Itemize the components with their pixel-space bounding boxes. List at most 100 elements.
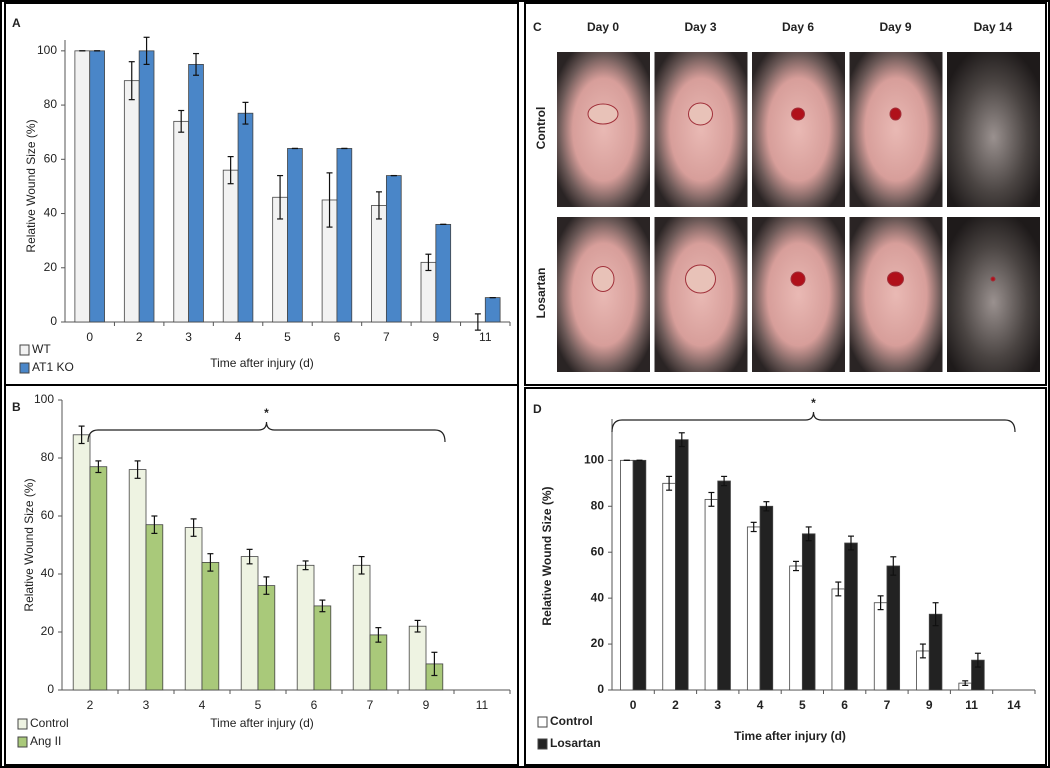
error-bar — [962, 680, 969, 687]
mouse-photo — [947, 217, 1040, 372]
error-bar — [890, 556, 897, 576]
error-bar — [708, 491, 715, 507]
error-bar — [375, 191, 382, 220]
x-tick-label: 2 — [136, 330, 143, 344]
wound — [591, 266, 615, 292]
legend-label: WT — [32, 342, 51, 356]
error-bar — [847, 535, 854, 551]
column-label: Day 0 — [587, 20, 619, 34]
error-bar — [319, 599, 326, 613]
y-tick-label: 40 — [44, 206, 58, 220]
bar — [801, 533, 816, 691]
x-axis-title: Time after injury (d) — [210, 356, 314, 370]
error-bar — [932, 602, 939, 627]
bar — [296, 564, 315, 691]
bar — [89, 466, 108, 691]
bar — [408, 625, 427, 691]
error-bar — [95, 460, 102, 474]
bar — [620, 459, 634, 691]
y-tick-label: 20 — [44, 260, 58, 274]
bar — [123, 80, 140, 323]
bar — [886, 565, 901, 691]
mouse-photo — [557, 52, 650, 207]
x-tick-label: 6 — [334, 330, 341, 344]
x-tick-label: 4 — [757, 698, 764, 712]
x-tick-label: 9 — [423, 698, 430, 712]
bar — [844, 542, 858, 691]
error-bar — [835, 581, 842, 597]
x-tick-label: 3 — [714, 698, 721, 712]
error-bar — [763, 501, 770, 512]
bar — [632, 459, 647, 691]
chart-panel: A 0 20 40 60 80 100 0 2 3 4 5 6 7 9 11 Time after injury… — [4, 2, 519, 386]
bar — [173, 120, 190, 323]
bar — [257, 585, 276, 691]
column-label: Day 6 — [782, 20, 814, 34]
error-bar — [877, 595, 884, 611]
error-bar — [805, 526, 812, 542]
error-bar — [425, 253, 432, 272]
bar — [74, 50, 91, 323]
bar — [352, 564, 371, 691]
error-bar — [431, 651, 438, 677]
error-bar — [974, 652, 981, 668]
legend-swatch — [17, 736, 28, 748]
bar — [385, 175, 402, 323]
bar — [184, 527, 203, 691]
x-tick-label: 7 — [367, 698, 374, 712]
bar — [369, 634, 388, 691]
bar — [662, 482, 676, 691]
y-tick-label: 80 — [591, 498, 605, 512]
x-tick-label: 14 — [1007, 698, 1021, 712]
mouse-photo — [557, 217, 650, 372]
error-bar — [263, 576, 270, 595]
wound — [587, 103, 619, 125]
legend-swatch — [19, 344, 30, 356]
x-tick-label: 5 — [284, 330, 291, 344]
bar — [789, 565, 803, 691]
x-tick-label: 5 — [255, 698, 262, 712]
y-tick-label: 20 — [591, 636, 605, 650]
x-axis-title: Time after injury (d) — [210, 716, 314, 730]
x-tick-label: 9 — [926, 698, 933, 712]
error-bar — [678, 432, 685, 448]
bar — [717, 480, 731, 691]
mouse-photo — [752, 217, 845, 372]
panel-border — [4, 384, 519, 766]
error-bar — [128, 61, 135, 101]
bar — [704, 498, 719, 691]
y-axis-title: Relative Wound Size (%) — [540, 486, 554, 625]
x-tick-label: 6 — [841, 698, 848, 712]
photo-panel: C Day 0 Day 3 Day 6 Day 9 Day 14 Control Losart… — [524, 2, 1047, 386]
x-tick-label: 11 — [476, 698, 489, 712]
legend-label: Ang II — [30, 734, 61, 748]
x-tick-label: 2 — [87, 698, 94, 712]
panel-label: B — [12, 400, 21, 414]
legend-swatch — [537, 738, 548, 750]
bar — [237, 112, 254, 323]
x-axis-title: Time after injury (d) — [734, 729, 846, 743]
error-bar — [178, 109, 185, 133]
bar — [746, 526, 761, 691]
panel-label: A — [12, 16, 21, 30]
error-bar — [474, 313, 481, 331]
bar — [371, 205, 387, 323]
legend-swatch — [17, 718, 28, 730]
bar — [201, 562, 220, 691]
x-tick-label: 7 — [884, 698, 891, 712]
panel-border — [524, 387, 1047, 766]
y-tick-label: 100 — [584, 453, 604, 467]
error-bar — [277, 174, 284, 220]
y-tick-label: 0 — [597, 682, 604, 696]
error-bar — [246, 548, 253, 565]
wound — [790, 271, 806, 287]
y-tick-label: 100 — [37, 43, 57, 57]
mouse-photo — [947, 52, 1040, 207]
mouse-photo — [849, 52, 943, 207]
significance-bracket — [87, 421, 446, 443]
y-tick-label: 0 — [50, 314, 57, 328]
bar — [222, 169, 239, 323]
bar — [89, 50, 105, 323]
